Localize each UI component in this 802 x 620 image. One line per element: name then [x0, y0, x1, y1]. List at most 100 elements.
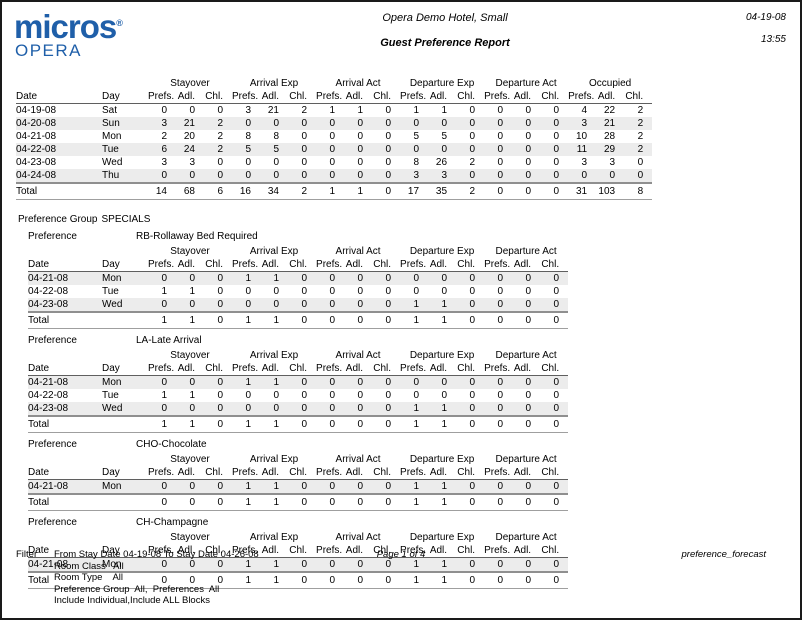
preference-group-value: SPECIALS: [101, 214, 151, 225]
date-column-header: Date: [28, 544, 102, 558]
summary-table: Stayover Arrival Exp Arrival Act Departure …: [16, 77, 653, 200]
row-day: Sat: [102, 105, 118, 116]
cell-value: 0: [357, 118, 364, 129]
sub-column-header: Prefs.: [400, 90, 429, 104]
sub-column-header: Chl.: [372, 362, 401, 376]
cell-value: 3: [581, 157, 588, 168]
cell-value: 21: [267, 105, 279, 116]
row-day: Wed: [102, 157, 123, 168]
micros-opera-logo: micros® OPERA: [14, 8, 214, 60]
sub-column-header: Adl.: [260, 466, 288, 480]
total-value: 0: [540, 415, 569, 433]
cell-value: 0: [385, 286, 392, 297]
row-date: 04-21-08: [28, 481, 69, 492]
cell-value: 1: [441, 559, 448, 570]
cell-value: 5: [441, 131, 448, 142]
cell-value: 0: [525, 131, 532, 142]
cell-value: 0: [357, 403, 364, 414]
total-value: 17: [400, 182, 429, 200]
sub-column-header: Prefs.: [484, 90, 513, 104]
sub-column-header: Chl.: [456, 466, 485, 480]
sub-column-header: Chl.: [372, 466, 401, 480]
cell-value: 0: [413, 377, 420, 388]
preference-label: Preference: [28, 231, 77, 242]
filter-line: Include Individual,Include ALL Blocks: [54, 595, 210, 606]
cell-value: 0: [553, 403, 560, 414]
sub-column-header: Adl.: [260, 362, 288, 376]
cell-value: 0: [329, 273, 336, 284]
group-header-row: Stayover Arrival Exp Arrival Act Departure …: [28, 531, 568, 544]
sub-column-header: Prefs.: [316, 258, 345, 272]
cell-value: 0: [329, 481, 336, 492]
cell-value: 0: [525, 559, 532, 570]
sub-column-header: Prefs.: [232, 90, 260, 104]
cell-value: 0: [301, 170, 308, 181]
preference-group-label: Preference Group: [18, 214, 98, 225]
cell-value: 1: [413, 105, 420, 116]
cell-value: 0: [525, 377, 532, 388]
column-group-header: Departure Act: [495, 350, 557, 361]
cell-value: 0: [469, 170, 476, 181]
total-value: 0: [148, 493, 176, 511]
total-row: Total 1 1 0 1 1 0 0 0 0 1 1 0 0 0 0: [28, 415, 569, 433]
total-label: Total: [28, 415, 102, 433]
sub-column-header: Chl.: [288, 362, 317, 376]
sub-column-header: Adl.: [428, 258, 457, 272]
preference-label: Preference: [28, 517, 77, 528]
sub-column-header: Chl.: [288, 90, 317, 104]
total-value: 0: [288, 311, 317, 329]
sub-column-header: Chl.: [540, 544, 569, 558]
cell-value: 0: [553, 105, 560, 116]
total-value: 1: [400, 311, 429, 329]
sub-column-header: Adl.: [176, 466, 204, 480]
report-date: 04-19-08: [745, 12, 786, 23]
cell-value: 1: [245, 481, 251, 492]
total-value: 0: [372, 493, 401, 511]
cell-value: 0: [497, 299, 504, 310]
cell-value: 2: [217, 118, 223, 129]
preference-name: LA-Late Arrival: [136, 335, 202, 346]
cell-value: 0: [469, 481, 476, 492]
cell-value: 0: [497, 377, 504, 388]
cell-value: 20: [183, 131, 195, 142]
cell-value: 0: [553, 481, 560, 492]
total-value: 1: [260, 571, 288, 589]
date-column-header: Date: [28, 362, 102, 376]
sub-column-header: Chl.: [456, 90, 485, 104]
cell-value: 0: [301, 286, 308, 297]
cell-value: 0: [217, 286, 223, 297]
cell-value: 0: [553, 559, 560, 570]
preference-group-line: Preference Group SPECIALS: [18, 214, 786, 225]
cell-value: 0: [497, 390, 504, 401]
table-row: 04-21-08 Mon 0 0 0 1 1 0 0 0 0 0 0 0 0 0 0: [28, 375, 569, 389]
column-group-header: Arrival Exp: [249, 532, 299, 543]
column-group-header: Stayover: [170, 350, 210, 361]
total-value: 34: [260, 182, 288, 200]
sub-column-header: Adl.: [344, 466, 373, 480]
cell-value: 0: [301, 403, 308, 414]
total-value: 1: [400, 493, 429, 511]
total-value: 0: [512, 415, 541, 433]
cell-value: 0: [441, 377, 448, 388]
sub-column-header: Chl.: [288, 544, 317, 558]
cell-value: 0: [553, 273, 560, 284]
row-date: 04-23-08: [16, 157, 57, 168]
sub-column-header: Prefs.: [400, 258, 429, 272]
cell-value: 3: [609, 157, 616, 168]
sub-column-header: Prefs.: [400, 544, 429, 558]
cell-value: 0: [217, 299, 223, 310]
sub-column-header: Prefs.: [148, 544, 176, 558]
cell-value: 0: [301, 144, 308, 155]
table-row: 04-21-08 Mon 0 0 0 1 1 0 0 0 0 1 1 0 0 0 0: [28, 479, 569, 494]
cell-value: 0: [273, 157, 279, 168]
column-group-header: Occupied: [588, 78, 632, 89]
cell-value: 1: [273, 377, 279, 388]
row-day: Wed: [102, 299, 123, 310]
total-value: 68: [176, 182, 204, 200]
cell-value: 0: [525, 481, 532, 492]
sub-column-header: Adl.: [428, 362, 457, 376]
total-value: 31: [568, 182, 597, 200]
cell-value: 0: [245, 403, 251, 414]
cell-value: 1: [441, 481, 448, 492]
cell-value: 0: [469, 144, 476, 155]
